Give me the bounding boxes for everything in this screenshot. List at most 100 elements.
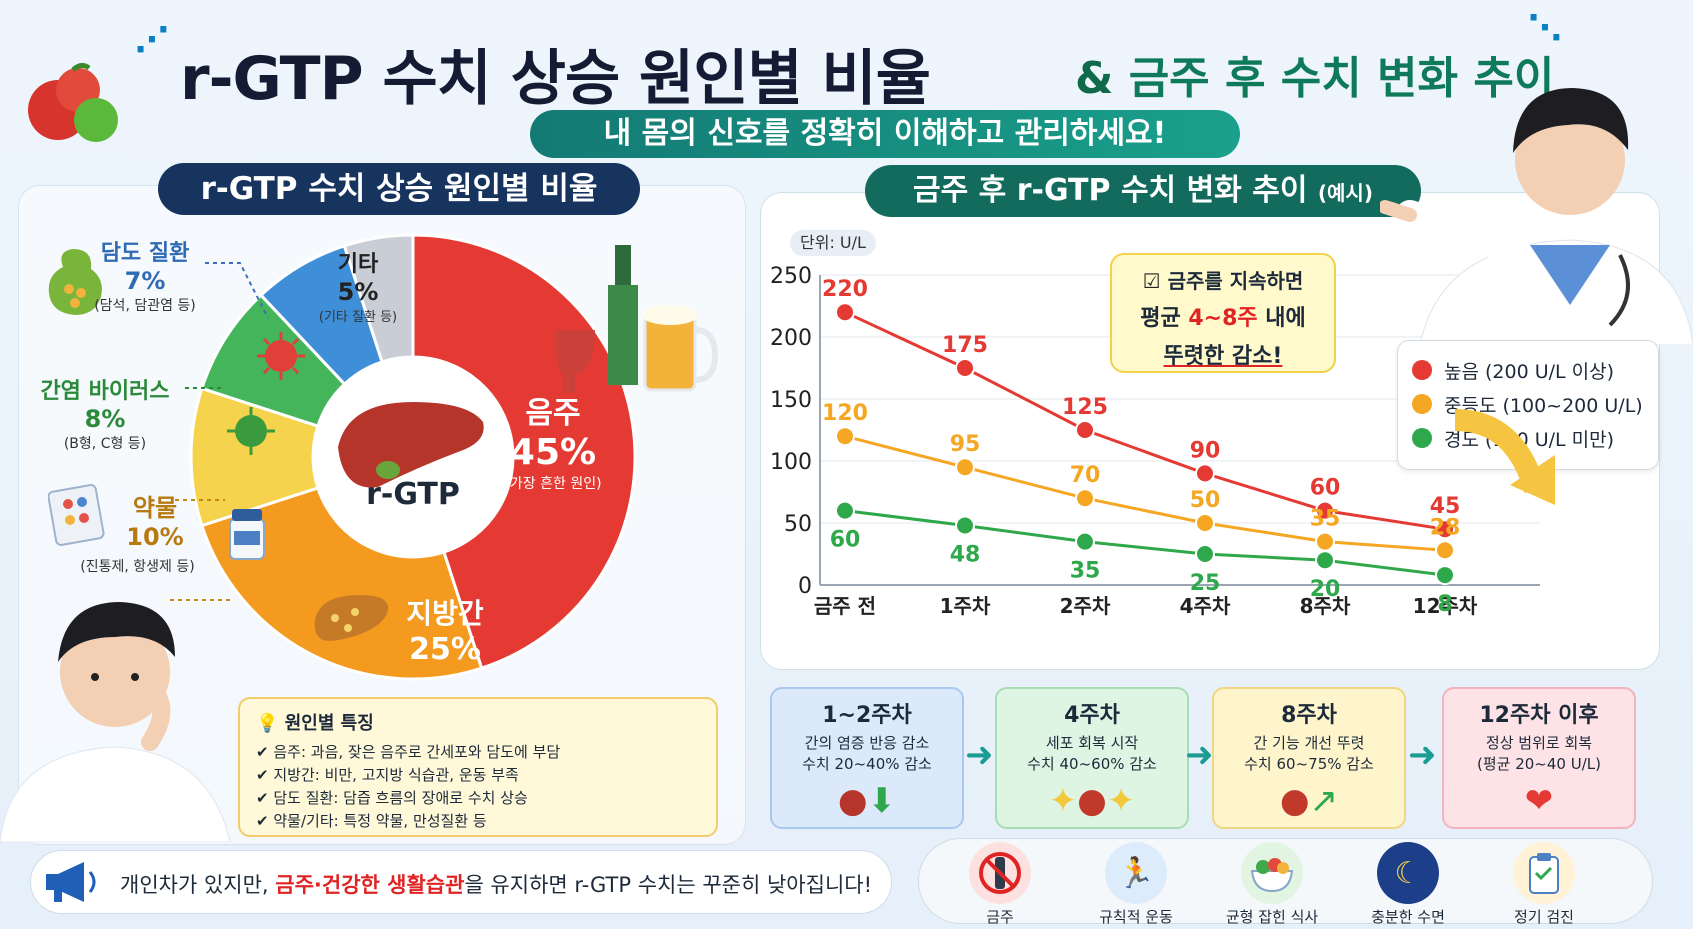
lifestyle-item-exercise: 🏃 규칙적 운동: [1086, 842, 1186, 927]
side-item-hepatitis: 간염 바이러스 8% (B형, C형 등): [25, 373, 185, 453]
features-item-text: 음주: 과음, 잦은 음주로 간세포와 담도에 부담: [273, 743, 561, 761]
page-subtitle: 내 몸의 신호를 정확히 이해하고 관리하세요!: [530, 110, 1240, 158]
segment-name: 음주: [525, 396, 581, 431]
page-title-part2: & 금주 후 수치 변화 추이: [1075, 42, 1554, 106]
data-point: [835, 500, 855, 521]
x-tick-label: 1주차: [940, 594, 991, 618]
running-icon: 🏃: [1105, 842, 1167, 904]
data-point: [1075, 488, 1095, 509]
lifestyle-item-no-alcohol: 금주: [950, 842, 1050, 927]
legend-label: 높음 (200 U/L 이상): [1444, 360, 1615, 383]
abstinence-callout: ☑ 금주를 지속하면 평균 4~8주 내에 뚜렷한 감소!: [1110, 253, 1336, 373]
checkup-icon: [1513, 842, 1575, 904]
salad-icon: [1241, 842, 1303, 904]
lifestyle-item-checkup: 정기 검진: [1494, 842, 1594, 927]
y-tick-label: 200: [770, 326, 812, 351]
y-tick-label: 150: [770, 388, 812, 413]
legend-dot: [1412, 428, 1432, 448]
trend-header-note: (예시): [1317, 181, 1373, 205]
page-title: r-GTP 수치 상승 원인별 비율: [180, 44, 931, 114]
x-tick-label: 금주 전: [814, 594, 876, 618]
unit-badge: 단위: U/L: [790, 230, 876, 256]
banner-text: 개인차가 있지만, 금주·건강한 생활습관을 유지하면 r-GTP 수치는 꾸준…: [120, 869, 872, 899]
data-label: 45: [1430, 494, 1461, 519]
lifestyle-label: 규칙적 운동: [1099, 908, 1173, 926]
stage-line2: 수치 20~40% 감소: [802, 755, 932, 773]
stage-line1: 간의 염증 반응 감소: [804, 734, 930, 752]
data-label: 60: [830, 528, 861, 553]
stage-title: 8주차: [1281, 703, 1337, 728]
stage-title: 4주차: [1064, 703, 1120, 728]
callout-line2-pre: 평균: [1140, 306, 1189, 331]
lifestyle-label: 금주: [986, 908, 1014, 926]
y-tick-label: 250: [770, 264, 812, 289]
data-label: 48: [950, 542, 981, 567]
legend-item-high: 높음 (200 U/L 이상): [1412, 353, 1644, 387]
series-line: [844, 310, 1446, 531]
data-label: 50: [1190, 488, 1221, 513]
data-point: [1435, 519, 1455, 540]
data-label: 20: [1310, 577, 1341, 602]
x-tick-label: 12주차: [1413, 594, 1478, 618]
data-point: [955, 358, 975, 378]
virus-icon: [225, 405, 277, 461]
lifestyle-label: 균형 잡힌 식사: [1225, 908, 1319, 926]
check-icon: ✔: [256, 812, 269, 830]
data-point: [1195, 513, 1215, 533]
side-item-biliary: 담도 질환 7% (담석, 담관염 등): [90, 235, 200, 315]
legend-dot: [1412, 360, 1432, 380]
data-label: 220: [822, 277, 868, 302]
callout-line1: ☑ 금주를 지속하면: [1112, 265, 1334, 294]
cause-ratio-header: r-GTP 수치 상승 원인별 비율: [158, 163, 640, 215]
lifestyle-item-diet: 균형 잡힌 식사: [1222, 842, 1322, 927]
legend-item-moderate: 중등도 (100~200 U/L): [1412, 387, 1644, 421]
data-point: [835, 302, 855, 323]
stage-line1: 세포 회복 시작: [1045, 734, 1139, 752]
segment-name: 기타: [337, 252, 379, 277]
data-label: 175: [942, 333, 988, 358]
stage-arrow-icon: ➜: [1408, 735, 1437, 775]
data-label: 90: [1190, 438, 1221, 463]
segment-note: (기타 질환 등): [318, 310, 398, 325]
side-item-pct: 10%: [126, 523, 184, 551]
features-item: ✔ 약물/기타: 특정 약물, 만성질환 등: [256, 810, 700, 833]
data-label: 35: [1070, 559, 1101, 584]
gallbladder-icon: [45, 245, 107, 321]
data-label: 70: [1070, 463, 1101, 488]
trend-header: 금주 후 r-GTP 수치 변화 추이 (예시): [865, 165, 1421, 217]
lifestyle-item-sleep: ☾ 충분한 수면: [1358, 842, 1458, 927]
segment-label-alcohol: 음주 45% (가장 흔한 원인): [478, 388, 628, 493]
cause-features-box: 💡 원인별 특징 ✔ 음주: 과음, 잦은 음주로 간세포와 담도에 부담 ✔ …: [238, 697, 718, 837]
data-label: 35: [1310, 507, 1341, 532]
sparkle-icon: ⋱: [1528, 8, 1562, 48]
banner-text-after: 을 유지하면 r-GTP 수치는 꾸준히 낮아집니다!: [464, 873, 873, 897]
stage-arrow-icon: ➜: [1185, 735, 1214, 775]
side-item-name: 약물: [132, 494, 178, 522]
y-tick-label: 100: [770, 450, 812, 475]
data-point: [1075, 420, 1095, 440]
segment-note: (가장 흔한 원인): [504, 476, 602, 492]
title-part2-text: 금주 후 수치 변화 추이: [1128, 53, 1555, 104]
segment-pct: 25%: [409, 632, 481, 667]
features-item: ✔ 음주: 과음, 잦은 음주로 간세포와 담도에 부담: [256, 741, 700, 764]
legend-label: 중등도 (100~200 U/L): [1444, 394, 1643, 417]
segment-pct: 5%: [337, 278, 379, 306]
x-tick-label: 4주차: [1180, 594, 1231, 618]
side-item-note: (B형, C형 등): [63, 436, 147, 452]
megaphone-icon: [40, 858, 102, 910]
heart-hands-icon: ❤: [1524, 781, 1554, 821]
data-point: [835, 426, 855, 447]
side-item-note: (담석, 담관염 등): [94, 298, 196, 314]
stage-line2: 수치 60~75% 감소: [1244, 755, 1374, 773]
callout-line3: 뚜렷한 감소!: [1163, 344, 1283, 369]
data-point: [955, 457, 975, 478]
features-item-text: 담도 질환: 담즙 흐름의 장애로 수치 상승: [273, 789, 528, 807]
data-label: 120: [822, 401, 868, 426]
segment-pct: 45%: [509, 432, 597, 473]
series-line: [844, 434, 1446, 552]
side-item-note: (진통제, 항생제 등): [80, 559, 195, 575]
callout-line2-post: 내에: [1257, 306, 1306, 331]
features-item-text: 약물/기타: 특정 약물, 만성질환 등: [273, 812, 487, 830]
features-title-text: 원인별 특징: [284, 713, 374, 734]
data-point: [1315, 531, 1335, 552]
